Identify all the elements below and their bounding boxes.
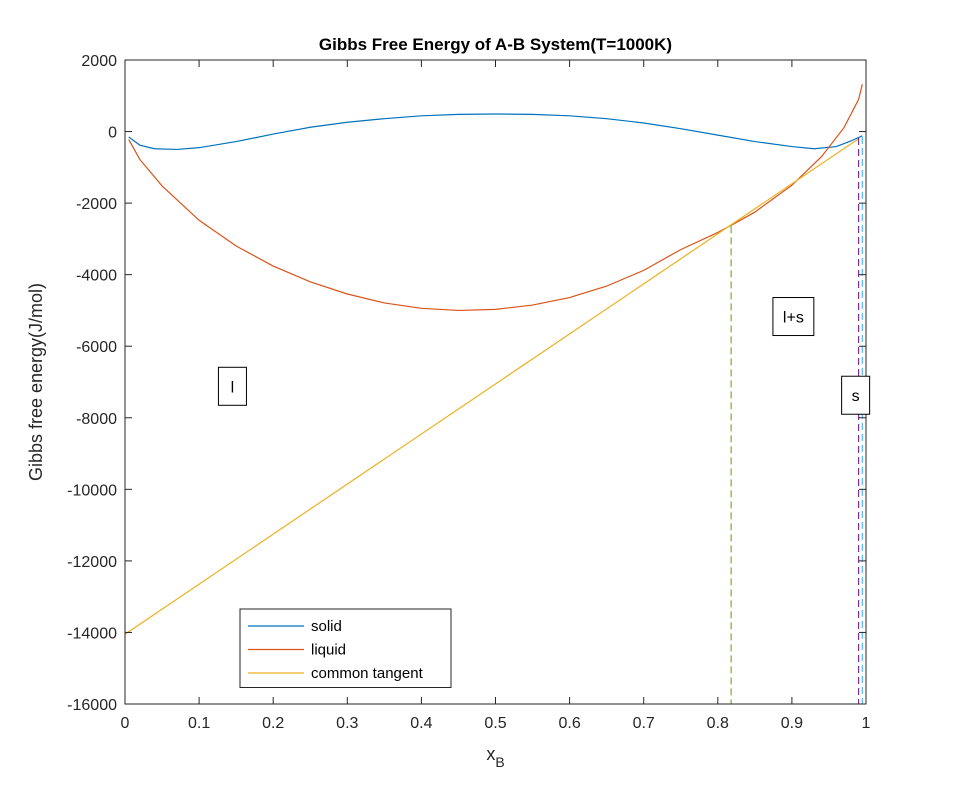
axis-ticks: 0 0.1 0.2 0.3 0.4 0.5 0.6 0.7 0.8 0.9 1 2000 0 -2000 -… — [67, 53, 870, 732]
x-tick-label: 0.1 — [188, 715, 210, 732]
x-axis-label-main: x — [486, 744, 495, 764]
series-line-1 — [128, 84, 863, 312]
series-line-2 — [124, 138, 859, 635]
y-tick-label: -16000 — [67, 697, 117, 714]
y-tick-label: -14000 — [67, 625, 117, 642]
plot-area — [125, 60, 866, 704]
phase-boundary-lines — [730, 136, 863, 704]
region-label: l+s — [783, 310, 804, 327]
x-tick-label: 0.5 — [484, 715, 506, 732]
series-line-0 — [128, 113, 863, 151]
x-axis-label-subscript: B — [495, 754, 504, 770]
chart-title: Gibbs Free Energy of A-B System(T=1000K) — [319, 35, 672, 54]
legend-label: common tangent — [311, 665, 424, 682]
legend-label: solid — [311, 618, 342, 635]
region-label-box — [772, 297, 815, 337]
y-tick-label: 0 — [108, 125, 117, 142]
y-tick-label: -6000 — [76, 339, 117, 356]
x-tick-label: 0.6 — [558, 715, 580, 732]
series-lines — [124, 84, 863, 635]
region-label-box — [841, 375, 871, 415]
region-annotation-0: l — [217, 366, 247, 406]
x-tick-label: 1 — [862, 715, 871, 732]
x-tick-label: 0.4 — [410, 715, 432, 732]
region-annotations: l l+s s — [217, 297, 871, 415]
x-tick-label: 0.7 — [633, 715, 655, 732]
region-label: l — [231, 379, 235, 396]
legend: solid liquid common tangent — [239, 608, 452, 688]
legend-label: liquid — [311, 642, 346, 659]
y-tick-label: -10000 — [67, 482, 117, 499]
x-tick-label: 0 — [121, 715, 130, 732]
y-tick-label: -2000 — [76, 196, 117, 213]
region-annotation-2: s — [841, 375, 871, 415]
y-tick-label: -8000 — [76, 411, 117, 428]
y-axis-label: Gibbs free energy(J/mol) — [26, 283, 46, 481]
region-label: s — [852, 388, 860, 405]
x-tick-label: 0.9 — [781, 715, 803, 732]
region-label-box — [217, 366, 247, 406]
x-tick-label: 0.8 — [707, 715, 729, 732]
y-tick-label: 2000 — [81, 53, 117, 70]
x-axis-label: xB — [486, 744, 504, 770]
x-tick-label: 0.3 — [336, 715, 358, 732]
x-tick-label: 0.2 — [262, 715, 284, 732]
y-tick-label: -4000 — [76, 268, 117, 285]
region-annotation-1: l+s — [772, 297, 815, 337]
y-tick-label: -12000 — [67, 554, 117, 571]
legend-box — [239, 608, 452, 688]
